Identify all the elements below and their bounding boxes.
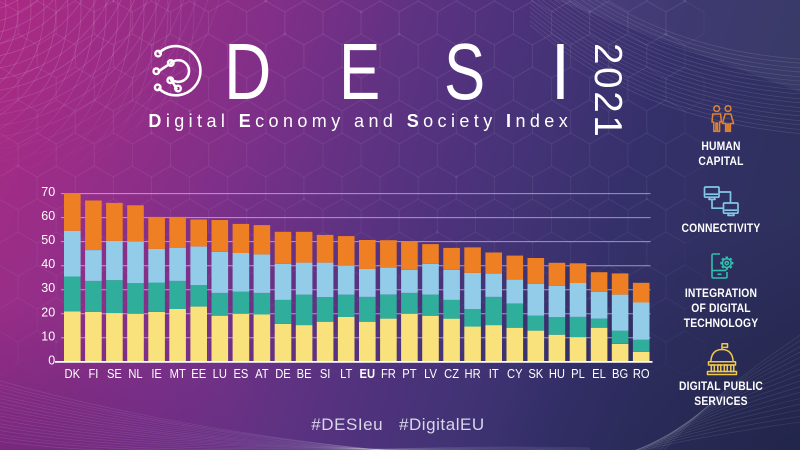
svg-text:PT: PT: [402, 366, 417, 381]
svg-text:20: 20: [41, 305, 55, 319]
svg-text:70: 70: [41, 185, 55, 199]
svg-text:AT: AT: [255, 366, 269, 381]
svg-text:EL: EL: [592, 366, 606, 381]
svg-text:DK: DK: [65, 366, 81, 381]
svg-text:ES: ES: [233, 366, 248, 381]
svg-text:40: 40: [41, 257, 55, 271]
svg-text:SE: SE: [107, 366, 122, 381]
svg-text:50: 50: [41, 233, 55, 247]
svg-text:LU: LU: [213, 366, 227, 381]
svg-text:RO: RO: [633, 366, 650, 381]
svg-text:SK: SK: [528, 366, 543, 381]
svg-text:EE: EE: [191, 366, 206, 381]
svg-text:CY: CY: [507, 366, 523, 381]
svg-text:LT: LT: [340, 366, 353, 381]
svg-text:LV: LV: [424, 366, 438, 381]
svg-text:BG: BG: [612, 366, 628, 381]
svg-text:60: 60: [41, 209, 55, 223]
svg-text:HR: HR: [465, 366, 481, 381]
svg-text:HU: HU: [549, 366, 565, 381]
svg-text:FR: FR: [381, 366, 396, 381]
svg-text:0: 0: [48, 353, 55, 367]
svg-text:30: 30: [41, 281, 55, 295]
svg-text:CZ: CZ: [444, 366, 459, 381]
svg-text:DE: DE: [275, 366, 291, 381]
svg-text:PL: PL: [571, 366, 585, 381]
svg-text:10: 10: [41, 329, 55, 343]
svg-text:SI: SI: [320, 366, 331, 381]
svg-text:EU: EU: [360, 366, 376, 381]
svg-text:MT: MT: [170, 366, 187, 381]
svg-text:FI: FI: [88, 366, 98, 381]
svg-text:IE: IE: [151, 366, 162, 381]
svg-text:IT: IT: [489, 366, 499, 381]
svg-text:BE: BE: [297, 366, 312, 381]
svg-text:NL: NL: [128, 366, 143, 381]
